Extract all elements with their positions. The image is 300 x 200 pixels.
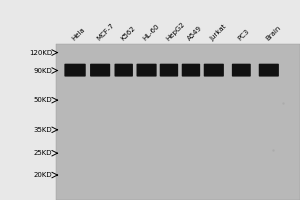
FancyBboxPatch shape bbox=[232, 64, 251, 77]
Text: 20KD: 20KD bbox=[34, 172, 52, 178]
Text: 50KD: 50KD bbox=[34, 97, 52, 103]
FancyBboxPatch shape bbox=[115, 64, 133, 77]
Bar bbox=[56, 44, 300, 200]
Text: MCF-7: MCF-7 bbox=[96, 22, 116, 42]
Text: Brain: Brain bbox=[265, 25, 282, 42]
Text: K562: K562 bbox=[119, 25, 136, 42]
Text: Hela: Hela bbox=[71, 27, 86, 42]
Text: 25KD: 25KD bbox=[34, 150, 52, 156]
FancyBboxPatch shape bbox=[204, 64, 224, 77]
Text: HepG2: HepG2 bbox=[165, 21, 186, 42]
Text: 90KD: 90KD bbox=[34, 68, 52, 74]
Text: 35KD: 35KD bbox=[34, 127, 52, 133]
Text: A549: A549 bbox=[187, 25, 204, 42]
Text: HL-60: HL-60 bbox=[142, 23, 161, 42]
FancyBboxPatch shape bbox=[182, 64, 200, 77]
FancyBboxPatch shape bbox=[136, 64, 157, 77]
FancyBboxPatch shape bbox=[64, 64, 86, 77]
Text: Jurkat: Jurkat bbox=[210, 23, 228, 42]
Text: 120KD: 120KD bbox=[29, 50, 52, 56]
FancyBboxPatch shape bbox=[90, 64, 110, 77]
Text: PC3: PC3 bbox=[237, 28, 251, 42]
FancyBboxPatch shape bbox=[259, 64, 279, 77]
FancyBboxPatch shape bbox=[160, 64, 178, 77]
